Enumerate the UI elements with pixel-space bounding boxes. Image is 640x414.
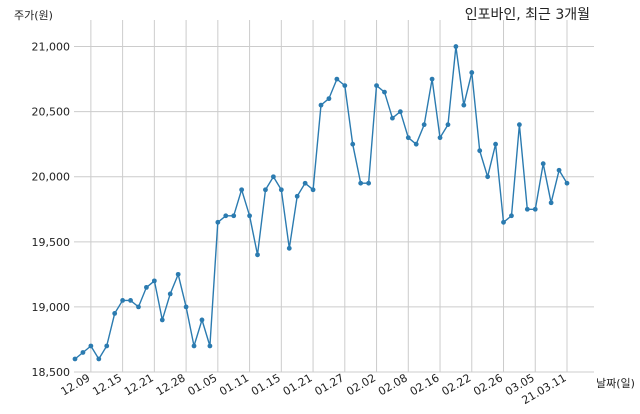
data-point (509, 213, 514, 219)
data-point (366, 180, 372, 186)
y-tick-label: 19,000 (32, 301, 71, 314)
data-point (120, 298, 126, 303)
data-point (159, 317, 165, 323)
y-axis-ticks: 18,500 19,000 19,500 20,000 20,500 21,000 (32, 41, 71, 379)
data-point (231, 213, 237, 219)
data-point (501, 219, 506, 225)
data-point (175, 271, 181, 277)
series-line (74, 46, 568, 361)
x-tick-label: 01.21 (281, 371, 315, 398)
data-point (263, 187, 268, 193)
data-point (350, 141, 356, 147)
grid-lines (74, 20, 594, 373)
data-point (207, 343, 213, 349)
data-point (112, 311, 118, 316)
data-point (453, 44, 459, 49)
data-point (477, 148, 483, 154)
y-tick-label: 18,500 (32, 366, 71, 379)
data-point (485, 174, 491, 180)
data-point (199, 317, 205, 323)
x-tick-label: 01.27 (313, 371, 347, 398)
chart-title: 인포바인, 최근 3개월 (465, 7, 590, 23)
x-tick-label: 02.26 (471, 371, 505, 398)
y-axis-label: 주가(원) (14, 9, 53, 22)
x-axis-ticks: 12.0912.1512.2112.2801.0501.1101.1501.21… (59, 371, 569, 407)
data-point (215, 219, 221, 225)
x-tick-label: 12.15 (90, 371, 124, 398)
data-point (374, 83, 379, 88)
x-tick-label: 02.02 (344, 371, 378, 398)
data-point (310, 187, 316, 193)
data-point (223, 213, 229, 219)
data-point (270, 174, 276, 180)
data-point (358, 180, 364, 186)
data-point (302, 180, 308, 186)
data-point (326, 96, 332, 102)
data-point (413, 141, 419, 147)
data-point (96, 356, 102, 362)
y-tick-label: 20,500 (32, 106, 71, 119)
x-tick-label: 01.11 (217, 371, 251, 398)
data-point (286, 245, 292, 251)
data-point (437, 135, 443, 141)
data-point (421, 122, 427, 128)
x-tick-label: 01.05 (186, 371, 220, 398)
y-tick-label: 21,000 (32, 41, 71, 54)
data-point (429, 76, 435, 82)
data-point (334, 76, 340, 82)
data-point (151, 278, 157, 284)
data-point (167, 291, 173, 297)
x-tick-label: 12.28 (154, 371, 188, 398)
data-point (342, 83, 348, 88)
y-tick-label: 19,500 (32, 236, 71, 249)
data-point (532, 206, 538, 212)
data-point (516, 122, 522, 128)
x-tick-label: 02.08 (376, 371, 410, 398)
x-tick-label: 01.15 (249, 371, 283, 398)
data-point (247, 213, 252, 219)
data-point (183, 304, 189, 310)
data-point (564, 180, 570, 186)
data-point (88, 343, 94, 349)
data-point (445, 122, 451, 128)
data-point (136, 304, 141, 310)
data-point (382, 89, 387, 95)
data-point (104, 343, 110, 349)
x-tick-label: 12.21 (122, 371, 156, 398)
data-point (469, 70, 475, 75)
x-tick-label: 02.22 (439, 371, 473, 398)
price-series (72, 44, 570, 362)
data-point (80, 350, 86, 355)
data-point (493, 141, 498, 147)
data-point (294, 193, 300, 199)
y-tick-label: 20,000 (32, 171, 71, 184)
data-point (128, 298, 133, 303)
data-point (524, 206, 530, 212)
data-point (405, 135, 411, 141)
data-point (278, 187, 284, 193)
data-point (397, 109, 403, 115)
data-point (540, 161, 546, 167)
x-tick-label: 02.16 (408, 371, 442, 398)
data-point (548, 200, 554, 206)
data-point (191, 343, 197, 349)
x-axis-label: 날짜(일) (596, 376, 635, 390)
data-point (144, 284, 149, 290)
data-point (72, 356, 78, 362)
data-point (390, 115, 395, 121)
data-point (556, 167, 562, 173)
data-point (255, 252, 260, 258)
data-point (239, 187, 245, 193)
data-point (318, 102, 324, 108)
data-point (461, 102, 467, 108)
